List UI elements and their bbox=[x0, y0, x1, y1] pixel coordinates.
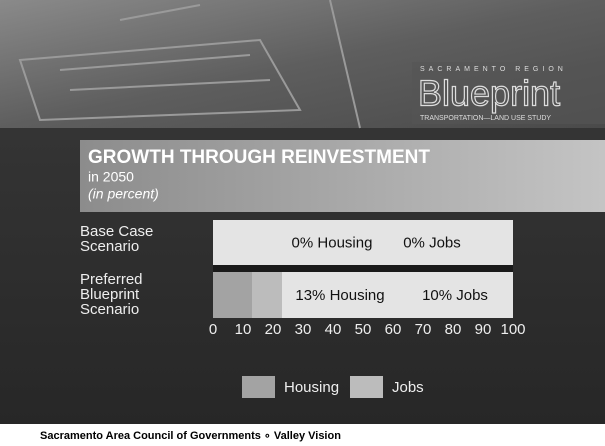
bar bbox=[213, 272, 252, 318]
unit-note: (in percent) bbox=[88, 186, 159, 202]
x-tick-label: 90 bbox=[475, 321, 492, 338]
value-label: 0% Jobs bbox=[403, 234, 461, 251]
x-tick-label: 10 bbox=[235, 321, 252, 338]
legend-label: Jobs bbox=[392, 379, 424, 396]
header-logo: Blueprint bbox=[418, 73, 560, 114]
legend-label: Housing bbox=[284, 379, 339, 396]
value-label: 13% Housing bbox=[295, 287, 384, 304]
chart-title: GROWTH THROUGH REINVESTMENT bbox=[88, 147, 430, 168]
value-label: 0% Housing bbox=[292, 234, 373, 251]
category-label: Preferred Blueprint Scenario bbox=[80, 271, 143, 318]
category-label: Base Case Scenario bbox=[80, 223, 154, 255]
x-tick-label: 50 bbox=[355, 321, 372, 338]
x-tick-label: 0 bbox=[209, 321, 217, 338]
legend-swatch bbox=[350, 376, 383, 398]
chart-subtitle: in 2050 bbox=[88, 169, 134, 185]
legend-swatch bbox=[242, 376, 275, 398]
logo-box bbox=[412, 62, 605, 124]
x-tick-label: 70 bbox=[415, 321, 432, 338]
title-box bbox=[80, 140, 605, 212]
header-art bbox=[18, 0, 361, 129]
header-region: SACRAMENTO REGION bbox=[420, 66, 567, 73]
footer-text: Sacramento Area Council of Governments ∘… bbox=[40, 430, 341, 442]
x-tick-label: 60 bbox=[385, 321, 402, 338]
value-label: 10% Jobs bbox=[422, 287, 488, 304]
x-tick-label: 30 bbox=[295, 321, 312, 338]
x-tick-label: 20 bbox=[265, 321, 282, 338]
x-tick-label: 40 bbox=[325, 321, 342, 338]
x-tick-label: 100 bbox=[500, 321, 525, 338]
bar bbox=[252, 272, 282, 318]
bar-background bbox=[213, 220, 513, 265]
row-separator bbox=[213, 265, 513, 272]
footer-bar bbox=[0, 424, 605, 446]
header-study: TRANSPORTATION—LAND USE STUDY bbox=[420, 115, 551, 122]
x-tick-label: 80 bbox=[445, 321, 462, 338]
